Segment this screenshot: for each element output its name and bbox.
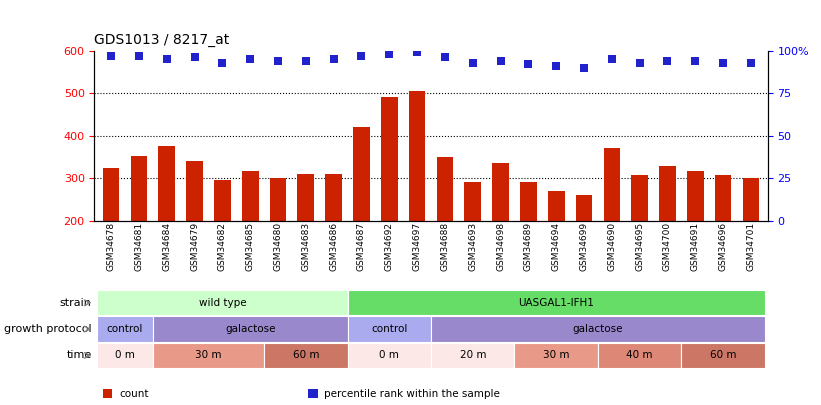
Text: 30 m: 30 m — [543, 350, 570, 360]
Point — [160, 56, 173, 62]
Bar — [186, 161, 203, 221]
Bar — [381, 97, 397, 221]
Bar — [153, 316, 347, 342]
Point — [549, 63, 562, 69]
Text: percentile rank within the sample: percentile rank within the sample — [324, 388, 500, 399]
Point — [466, 59, 479, 66]
Bar — [520, 181, 537, 221]
Bar — [431, 316, 765, 342]
Text: 20 m: 20 m — [460, 350, 486, 360]
Bar — [659, 166, 676, 221]
Point — [383, 51, 396, 57]
Bar — [353, 127, 369, 221]
Text: time: time — [67, 350, 92, 360]
Point — [216, 59, 229, 66]
Bar — [631, 175, 648, 221]
Bar — [548, 191, 565, 221]
Point — [494, 58, 507, 64]
Bar — [493, 163, 509, 221]
Bar — [431, 343, 515, 368]
Bar — [715, 175, 732, 221]
Text: 0 m: 0 m — [115, 350, 135, 360]
Point — [745, 59, 758, 66]
Point — [327, 56, 340, 62]
Bar — [97, 343, 153, 368]
Point — [132, 53, 145, 59]
Point — [188, 54, 201, 61]
Point — [689, 58, 702, 64]
Bar — [325, 174, 342, 221]
Bar — [347, 316, 431, 342]
Bar — [269, 178, 287, 221]
Bar — [687, 171, 704, 221]
Text: 30 m: 30 m — [195, 350, 222, 360]
Text: control: control — [371, 324, 407, 334]
Bar — [465, 181, 481, 221]
Bar — [264, 343, 347, 368]
Bar — [103, 168, 119, 221]
Point — [244, 56, 257, 62]
Text: galactose: galactose — [225, 324, 276, 334]
Bar — [97, 316, 153, 342]
Point — [605, 56, 618, 62]
Text: count: count — [119, 388, 149, 399]
Point — [355, 53, 368, 59]
Bar — [297, 173, 314, 221]
Point — [300, 58, 313, 64]
Bar — [603, 149, 620, 221]
Text: galactose: galactose — [573, 324, 623, 334]
Text: control: control — [107, 324, 143, 334]
Bar — [681, 343, 765, 368]
Bar — [598, 343, 681, 368]
Point — [438, 54, 452, 61]
Text: 60 m: 60 m — [710, 350, 736, 360]
Text: 0 m: 0 m — [379, 350, 399, 360]
Text: UASGAL1-IFH1: UASGAL1-IFH1 — [518, 298, 594, 308]
Text: growth protocol: growth protocol — [4, 324, 92, 334]
Point — [633, 59, 646, 66]
Bar — [214, 180, 231, 221]
Bar — [743, 178, 759, 221]
Point — [717, 59, 730, 66]
Bar — [515, 343, 598, 368]
Text: 60 m: 60 m — [292, 350, 319, 360]
Bar — [97, 290, 347, 315]
Text: strain: strain — [60, 298, 92, 308]
Bar — [437, 157, 453, 221]
Bar — [409, 91, 425, 221]
Text: 40 m: 40 m — [626, 350, 653, 360]
Bar — [158, 146, 175, 221]
Bar — [153, 343, 264, 368]
Bar — [242, 171, 259, 221]
Point — [272, 58, 285, 64]
Bar — [576, 195, 593, 221]
Bar — [347, 290, 765, 315]
Point — [104, 53, 117, 59]
Point — [522, 61, 535, 68]
Bar — [131, 156, 147, 221]
Point — [410, 49, 424, 55]
Text: wild type: wild type — [199, 298, 246, 308]
Text: GDS1013 / 8217_at: GDS1013 / 8217_at — [94, 32, 230, 47]
Point — [577, 64, 590, 71]
Bar — [347, 343, 431, 368]
Point — [661, 58, 674, 64]
